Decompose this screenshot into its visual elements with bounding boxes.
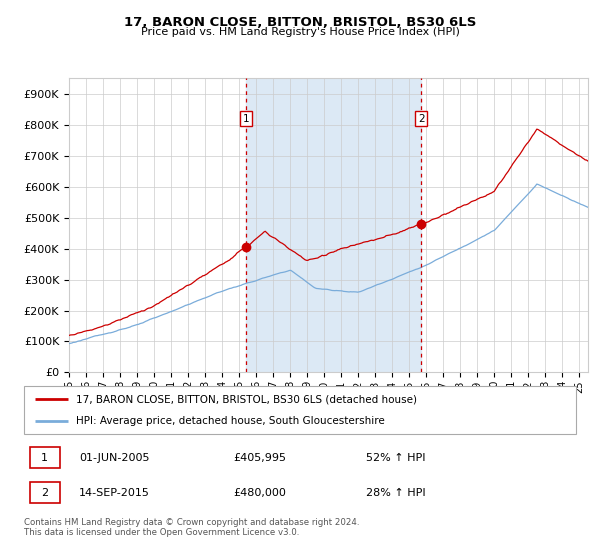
Text: 01-JUN-2005: 01-JUN-2005 [79, 453, 150, 463]
Text: 28% ↑ HPI: 28% ↑ HPI [366, 488, 426, 498]
FancyBboxPatch shape [29, 447, 60, 468]
Bar [247, 78, 421, 372]
Text: 17, BARON CLOSE, BITTON, BRISTOL, BS30 6LS: 17, BARON CLOSE, BITTON, BRISTOL, BS30 6… [124, 16, 476, 29]
Text: £480,000: £480,000 [234, 488, 287, 498]
Text: 1: 1 [41, 453, 48, 463]
Text: 17, BARON CLOSE, BITTON, BRISTOL, BS30 6LS (detached house): 17, BARON CLOSE, BITTON, BRISTOL, BS30 6… [76, 394, 418, 404]
Text: Price paid vs. HM Land Registry's House Price Index (HPI): Price paid vs. HM Land Registry's House … [140, 27, 460, 37]
Text: 14-SEP-2015: 14-SEP-2015 [79, 488, 150, 498]
Text: 2: 2 [41, 488, 48, 498]
Text: £405,995: £405,995 [234, 453, 287, 463]
Text: 2: 2 [418, 114, 425, 124]
Text: Contains HM Land Registry data © Crown copyright and database right 2024.
This d: Contains HM Land Registry data © Crown c… [24, 518, 359, 538]
Text: 1: 1 [243, 114, 250, 124]
FancyBboxPatch shape [24, 386, 576, 434]
Text: 52% ↑ HPI: 52% ↑ HPI [366, 453, 426, 463]
Text: HPI: Average price, detached house, South Gloucestershire: HPI: Average price, detached house, Sout… [76, 416, 385, 426]
FancyBboxPatch shape [29, 482, 60, 503]
